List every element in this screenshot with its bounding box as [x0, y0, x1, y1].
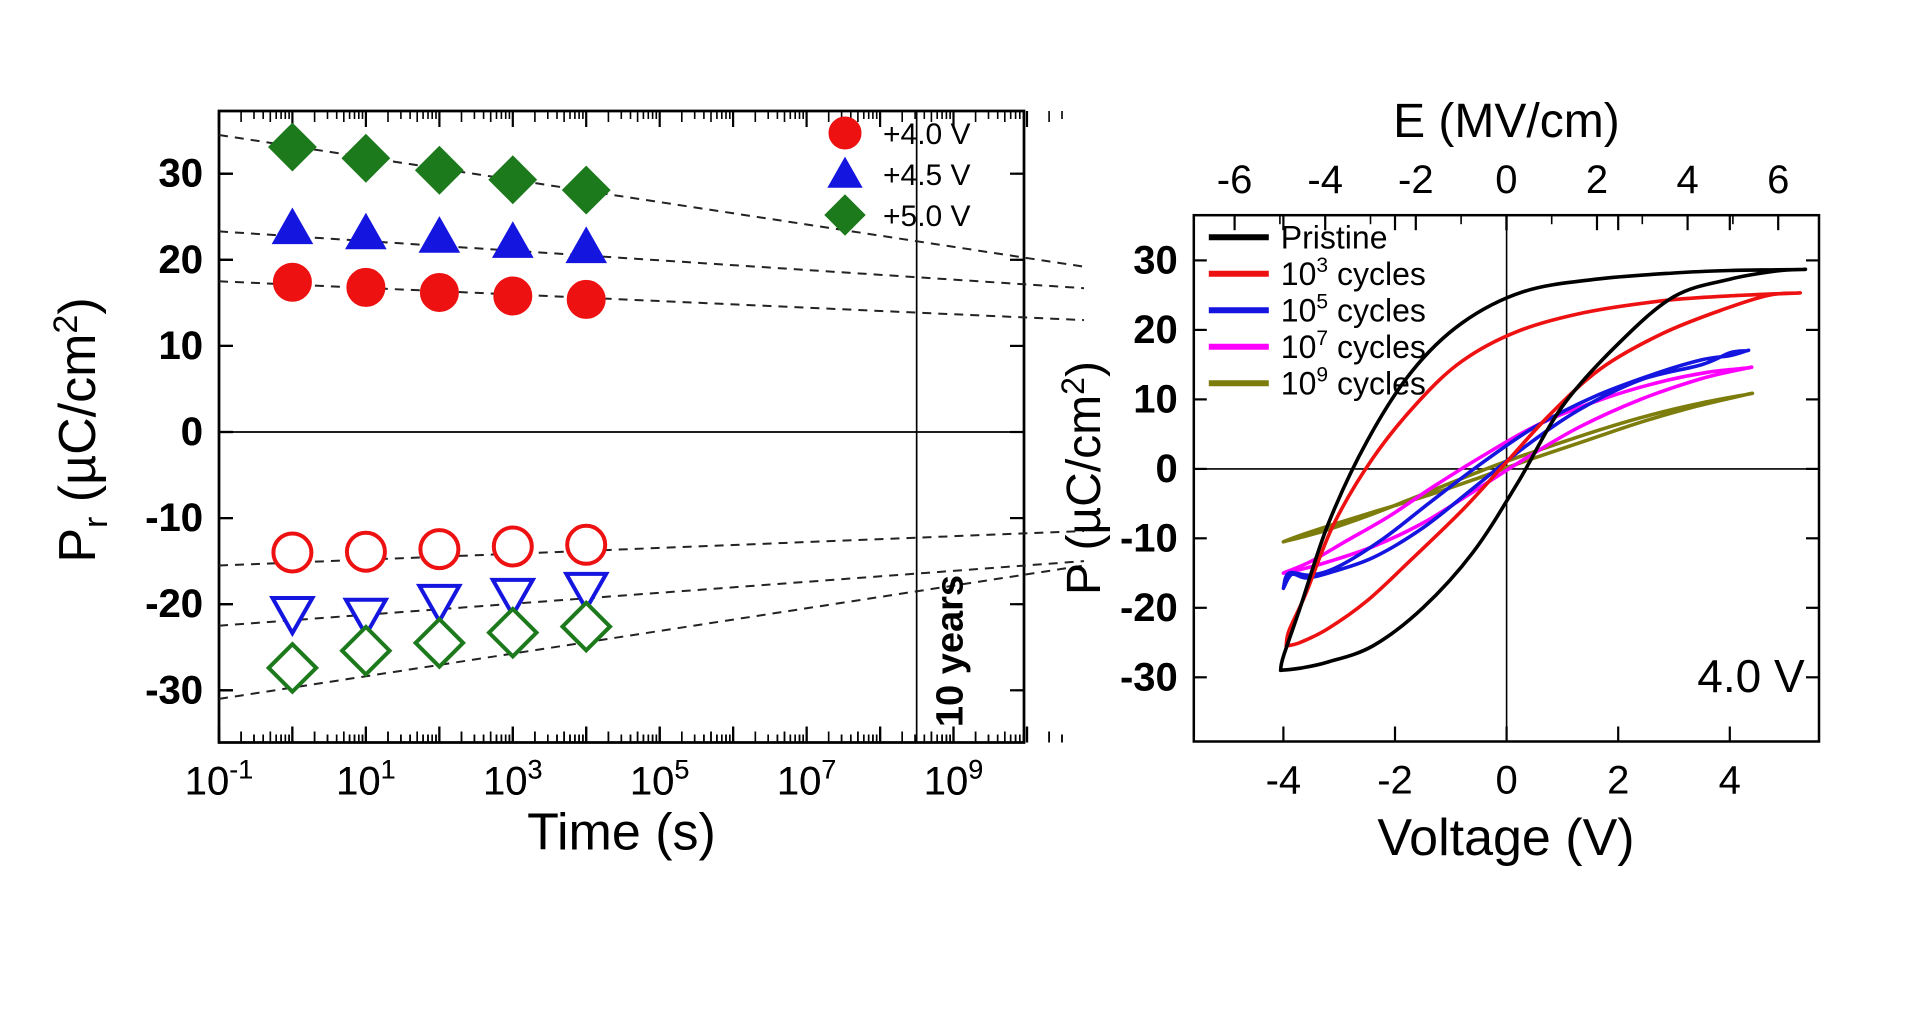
- svg-text:+4.0 V: +4.0 V: [883, 118, 971, 151]
- svg-text:10: 10: [159, 324, 204, 368]
- svg-text:107 cycles: 107 cycles: [1281, 327, 1426, 365]
- svg-text:Pr (µC/cm2): Pr (µC/cm2): [47, 297, 115, 562]
- svg-text:0: 0: [1495, 759, 1517, 803]
- svg-text:0: 0: [181, 410, 203, 454]
- svg-text:-30: -30: [145, 668, 203, 712]
- svg-text:10 years: 10 years: [930, 575, 972, 727]
- svg-text:4.0 V: 4.0 V: [1697, 650, 1805, 702]
- svg-text:-6: -6: [1217, 158, 1253, 202]
- svg-text:-20: -20: [1120, 586, 1178, 630]
- svg-text:Pristine: Pristine: [1281, 219, 1388, 255]
- svg-text:4: 4: [1719, 759, 1741, 803]
- svg-text:105: 105: [630, 755, 690, 804]
- svg-text:107: 107: [777, 755, 837, 804]
- svg-text:103: 103: [483, 755, 543, 804]
- svg-text:+4.5 V: +4.5 V: [883, 159, 971, 192]
- svg-text:20: 20: [159, 238, 204, 282]
- svg-text:30: 30: [1133, 238, 1178, 282]
- svg-text:109 cycles: 109 cycles: [1281, 363, 1426, 401]
- svg-text:2: 2: [1586, 158, 1608, 202]
- svg-text:E (MV/cm): E (MV/cm): [1393, 95, 1620, 148]
- svg-text:-2: -2: [1398, 158, 1434, 202]
- svg-text:20: 20: [1133, 308, 1178, 352]
- svg-text:6: 6: [1767, 158, 1789, 202]
- svg-text:-10: -10: [145, 496, 203, 540]
- svg-text:-10: -10: [1120, 516, 1178, 560]
- svg-text:-2: -2: [1377, 759, 1413, 803]
- svg-text:-4: -4: [1266, 759, 1302, 803]
- svg-text:-4: -4: [1307, 158, 1343, 202]
- svg-text:105 cycles: 105 cycles: [1281, 290, 1426, 328]
- svg-text:+5.0 V: +5.0 V: [883, 200, 971, 233]
- svg-text:Time (s): Time (s): [527, 804, 716, 862]
- svg-text:30: 30: [159, 152, 204, 196]
- svg-text:P (µC/cm2): P (µC/cm2): [1055, 361, 1111, 595]
- svg-text:103 cycles: 103 cycles: [1281, 254, 1426, 292]
- svg-text:109: 109: [924, 755, 984, 804]
- svg-text:10-1: 10-1: [185, 755, 254, 804]
- svg-text:0: 0: [1156, 447, 1178, 491]
- svg-text:-30: -30: [1120, 655, 1178, 699]
- svg-text:10: 10: [1133, 377, 1178, 421]
- svg-text:0: 0: [1495, 158, 1517, 202]
- svg-text:Voltage (V): Voltage (V): [1377, 809, 1634, 867]
- svg-text:-20: -20: [145, 582, 203, 626]
- svg-text:2: 2: [1607, 759, 1629, 803]
- svg-text:4: 4: [1676, 158, 1698, 202]
- svg-text:101: 101: [336, 755, 396, 804]
